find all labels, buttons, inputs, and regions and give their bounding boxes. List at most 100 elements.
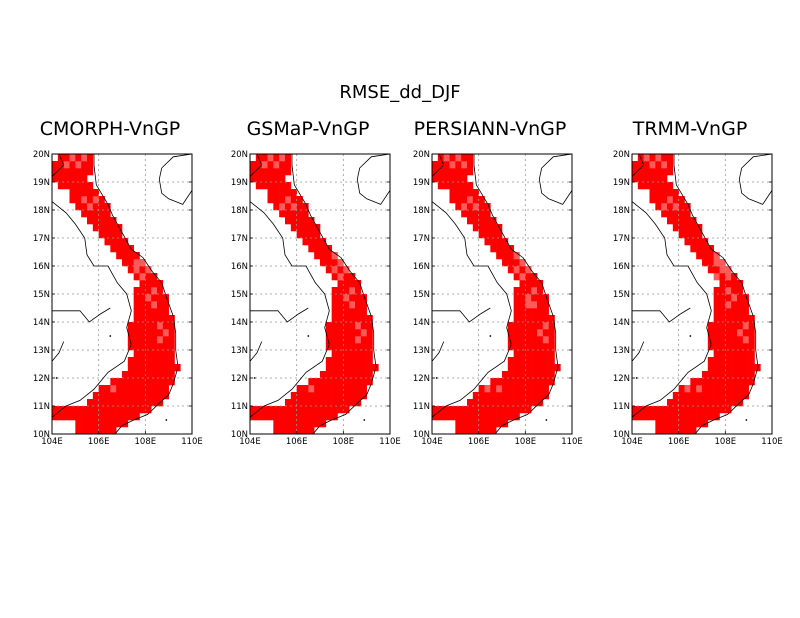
grid-cell [255, 161, 262, 169]
grid-cell [484, 406, 491, 414]
grid-cell [151, 399, 158, 407]
grid-cell [349, 294, 356, 302]
grid-cell [110, 420, 117, 428]
grid-cell [302, 210, 309, 218]
grid-cell [302, 392, 309, 400]
grid-cell [513, 259, 520, 267]
grid-cell [449, 413, 456, 421]
grid-cell [478, 196, 485, 204]
grid-cell [725, 294, 732, 302]
grid-cell [127, 371, 134, 379]
axis-ticks: 10N 11N 12N 13N 14N 15N 16N 17N 18N 19N 20N 104E 106… [231, 150, 401, 447]
lat-tick-label: 16N [231, 262, 248, 272]
grid-cell [337, 336, 344, 344]
grid-cell [519, 350, 526, 358]
island-path [738, 153, 773, 205]
grid-cell [151, 329, 158, 337]
grid-cell [548, 371, 555, 379]
grid-cell [116, 245, 123, 253]
grid-cell [696, 252, 703, 260]
grid-cell [325, 336, 332, 344]
grid-cell [678, 231, 685, 239]
grid-cell [513, 399, 520, 407]
lat-tick-label: 15N [613, 290, 630, 300]
grid-cell [519, 336, 526, 344]
grid-cell [643, 175, 650, 183]
grid-cell [513, 336, 520, 344]
grid-cell [261, 406, 268, 414]
grid-cell [519, 259, 526, 267]
grid-cell [467, 168, 474, 176]
grid-cell [507, 252, 514, 260]
grid-cell [127, 378, 134, 386]
grid-cell [360, 392, 367, 400]
grid-cell [649, 154, 656, 162]
grid-cell [337, 357, 344, 365]
grid-cell [81, 189, 88, 197]
grid-cell [531, 322, 538, 330]
grid-cell [92, 203, 99, 211]
grid-cell [502, 413, 509, 421]
grid-cell [366, 371, 373, 379]
grid-cell [337, 378, 344, 386]
grid-cell [484, 217, 491, 225]
grid-cell [75, 175, 82, 183]
grid-cell [162, 315, 169, 323]
grid-cell [542, 336, 549, 344]
lat-tick-label: 13N [613, 346, 630, 356]
grid-cell [366, 350, 373, 358]
grid-cell [725, 392, 732, 400]
grid-cell [502, 378, 509, 386]
grid-cell [531, 336, 538, 344]
grid-cell [548, 378, 555, 386]
grid-cell [337, 266, 344, 274]
grid-cell [325, 329, 332, 337]
grid-cell [343, 280, 350, 288]
grid-cell [296, 427, 303, 435]
grid-cell [484, 413, 491, 421]
map-plot: 10N 11N 12N 13N 14N 15N 16N 17N 18N 19N 20N 104E 106… [413, 150, 583, 447]
grid-cell [314, 399, 321, 407]
coast-path [673, 154, 759, 435]
grid-cell [542, 371, 549, 379]
grid-cell [507, 259, 514, 267]
grid-cell [98, 385, 105, 393]
grid-cell [337, 399, 344, 407]
grid-cell [684, 420, 691, 428]
grid-cell [337, 406, 344, 414]
grid-cell [542, 385, 549, 393]
lat-tick-label: 11N [613, 402, 630, 412]
grid-cell [127, 322, 134, 330]
grid-cell [69, 196, 76, 204]
grid-cell [255, 175, 262, 183]
grid-cell [267, 413, 274, 421]
grid-cell [320, 420, 327, 428]
grid-cell [116, 406, 123, 414]
lat-tick-label: 10N [33, 430, 50, 440]
grid-cell [296, 385, 303, 393]
panel-title: PERSIANN-VnGP [413, 118, 567, 140]
grid-cell [349, 273, 356, 281]
grid-cell [290, 210, 297, 218]
grid-cell [285, 413, 292, 421]
grid-cell [87, 168, 94, 176]
grid-cell [525, 350, 532, 358]
grid-cell [637, 175, 644, 183]
grid-cell [443, 168, 450, 176]
island-path [356, 153, 391, 205]
grid-cell [343, 329, 350, 337]
island-dot [165, 419, 168, 421]
grid-cell [678, 420, 685, 428]
grid-cell [707, 399, 714, 407]
grid-cell [331, 329, 338, 337]
grid-cell [127, 252, 134, 260]
grid-cell [672, 420, 679, 428]
lat-tick-label: 19N [231, 178, 248, 188]
grid-cell [157, 378, 164, 386]
grid-cell [719, 357, 726, 365]
graticule [432, 154, 572, 434]
grid-cell [513, 308, 520, 316]
grid-cell [285, 154, 292, 162]
grid-cell [713, 364, 720, 372]
grid-cell [151, 294, 158, 302]
